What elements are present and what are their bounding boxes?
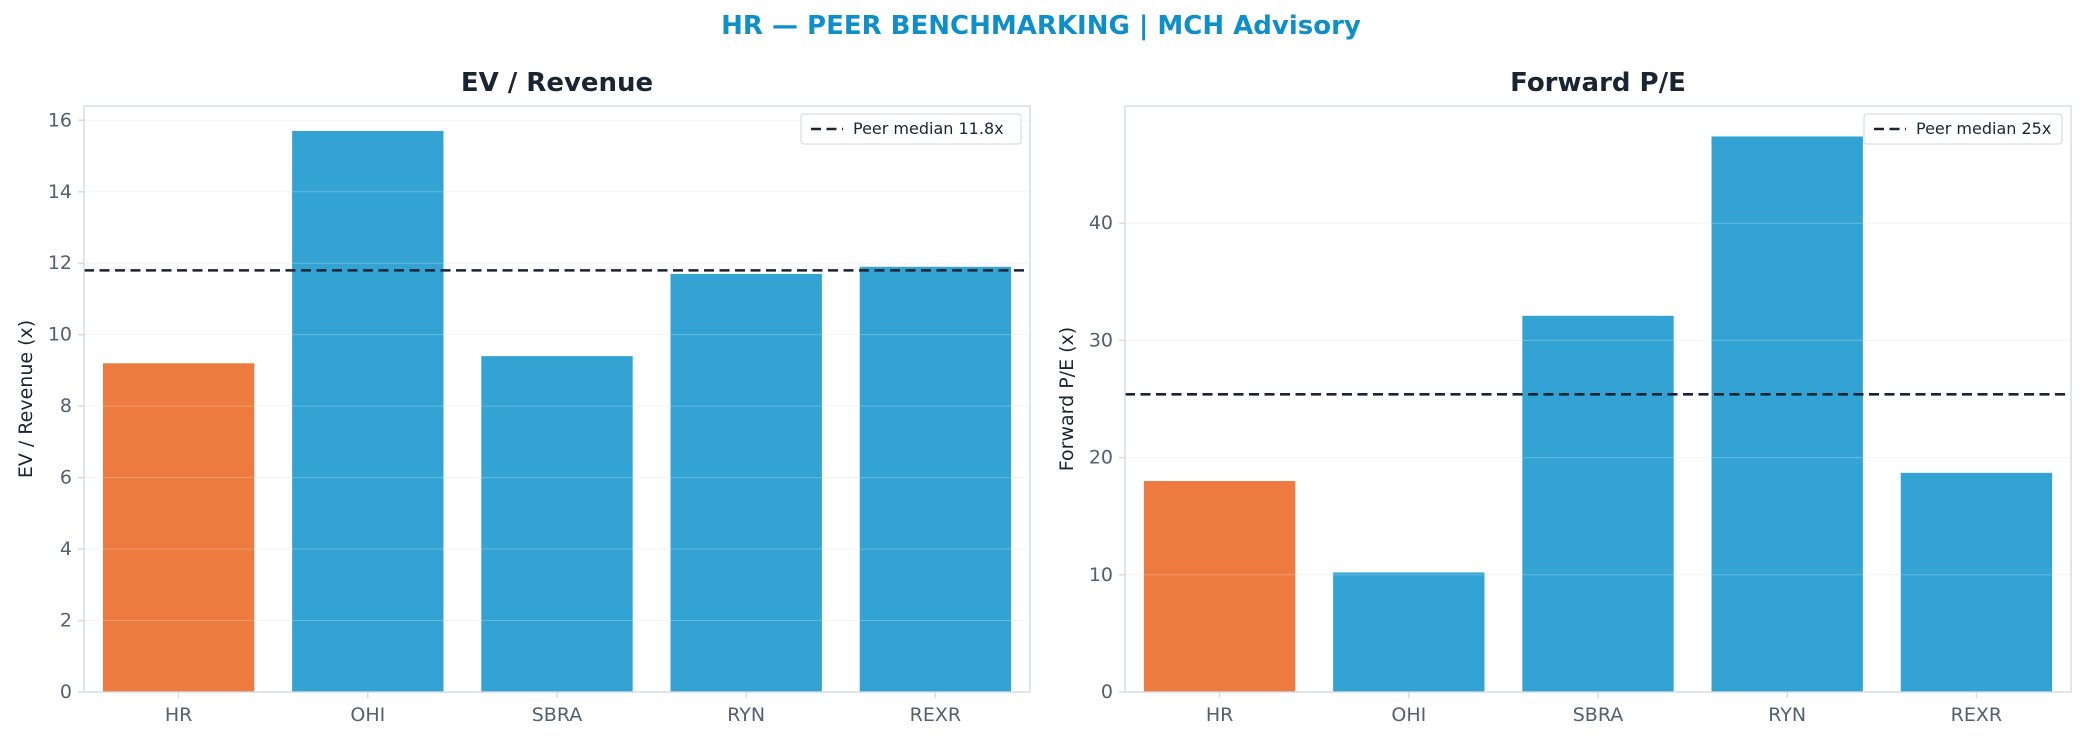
- y-tick-label: 10: [1089, 564, 1113, 586]
- y-tick-label: 0: [60, 681, 72, 703]
- ev-revenue-panel: 0 2 4 6 8 10 12 14 16 HR OHI SBRA RYN REXR EV / Revenu…: [15, 68, 1031, 726]
- bar-ryn: [670, 273, 822, 692]
- y-tick-label: 14: [48, 181, 72, 203]
- legend-label: Peer median 11.8x: [853, 119, 1004, 138]
- bar-rexr: [1900, 472, 2053, 692]
- x-tick-label: OHI: [1391, 704, 1426, 726]
- bar-sbra: [1522, 315, 1674, 692]
- y-tick-label: 6: [60, 467, 72, 489]
- forward-pe-panel: 0 10 20 30 40 HR OHI SBRA RYN REXR Forward P/E Forw…: [1056, 68, 2072, 726]
- y-axis-label: EV / Revenue (x): [15, 320, 37, 478]
- ev-revenue-title: EV / Revenue: [461, 68, 653, 98]
- x-tick-label: RYN: [1768, 704, 1806, 726]
- bar-hr: [102, 363, 255, 692]
- bar-ohi: [292, 131, 444, 692]
- y-tick-label: 2: [60, 610, 72, 632]
- legend: [1863, 113, 2063, 145]
- x-tick-label: SBRA: [532, 704, 583, 726]
- x-tick-label: REXR: [910, 704, 961, 726]
- x-tick-label: RYN: [727, 704, 765, 726]
- x-tick-label: REXR: [1951, 704, 2002, 726]
- y-tick-label: 4: [60, 538, 72, 560]
- bar-ohi: [1333, 572, 1485, 692]
- y-tick-label: 30: [1089, 329, 1113, 351]
- bar-rexr: [859, 266, 1012, 692]
- x-tick-label: SBRA: [1573, 704, 1624, 726]
- y-tick-label: 10: [48, 324, 72, 346]
- y-tick-label: 8: [60, 395, 72, 417]
- figure-title: HR — PEER BENCHMARKING | MCH Advisory: [721, 11, 1361, 41]
- x-tick-label: HR: [1206, 704, 1234, 726]
- legend-label: Peer median 25x: [1916, 119, 2051, 138]
- bar-sbra: [481, 356, 633, 692]
- y-tick-label: 16: [48, 109, 72, 131]
- y-tick-label: 40: [1089, 212, 1113, 234]
- x-tick-label: HR: [165, 704, 193, 726]
- y-axis-label: Forward P/E (x): [1056, 327, 1078, 471]
- forward-pe-title: Forward P/E: [1510, 68, 1686, 98]
- y-tick-label: 20: [1089, 447, 1113, 469]
- bar-hr: [1143, 481, 1296, 692]
- bar-ryn: [1711, 136, 1863, 693]
- y-tick-label: 0: [1101, 681, 1113, 703]
- y-tick-label: 12: [48, 252, 72, 274]
- x-tick-label: OHI: [350, 704, 385, 726]
- legend: [800, 113, 1022, 145]
